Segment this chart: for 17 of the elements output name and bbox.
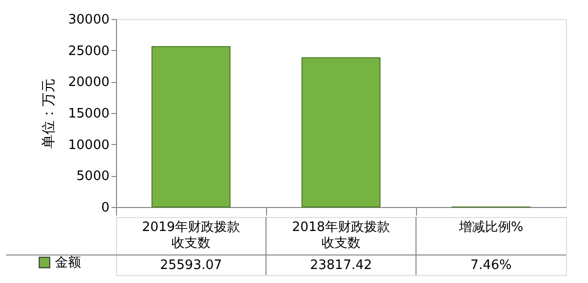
y-tick-label: 0 [101, 200, 110, 216]
bar [152, 46, 230, 208]
y-tick-label: 25000 [68, 44, 110, 59]
x-tick-label: 增减比例% [458, 220, 524, 235]
x-tick-label: 2018年财政拨款收支数 [292, 220, 390, 251]
y-tick-label: 15000 [68, 106, 110, 122]
y-tick-label: 5000 [76, 169, 110, 184]
y-tick-label: 30000 [68, 12, 110, 28]
bar [302, 57, 380, 208]
data-label: 7.46% [470, 258, 512, 273]
y-tick-label: 20000 [68, 75, 110, 90]
y-tick-label: 10000 [68, 138, 110, 153]
data-label: 25593.07 [160, 258, 222, 273]
y-axis-title: 单位：万元 [41, 78, 58, 148]
legend-label: 金额 [55, 256, 81, 270]
x-tick-label: 2019年财政拨款收支数 [142, 220, 240, 251]
data-label: 23817.42 [310, 258, 372, 273]
